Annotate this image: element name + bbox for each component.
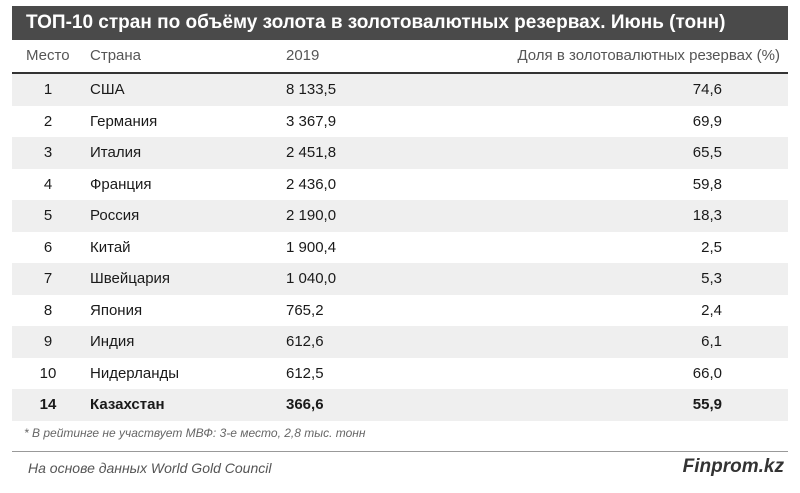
table-body: 1 США 8 133,5 74,6 2 Германия 3 367,9 69,9 3 Итал… xyxy=(12,74,788,421)
cell-country: Казахстан xyxy=(90,396,165,413)
cell-rank: 6 xyxy=(43,238,53,256)
table-header-row: Место Страна 2019 Доля в золотовалютных … xyxy=(12,40,788,74)
cell-share: 69,9 xyxy=(692,112,722,130)
cell-value: 2 451,8 xyxy=(286,144,337,161)
cell-share: 18,3 xyxy=(692,207,722,224)
table-row: 9 Индия 612,6 6,1 xyxy=(12,326,788,358)
cell-value: 612,5 xyxy=(286,364,324,382)
footer-divider xyxy=(12,451,788,452)
header-country: Страна xyxy=(90,47,142,64)
table-row: 4 Франция 2 436,0 59,8 xyxy=(12,169,788,201)
cell-share: 74,6 xyxy=(692,81,722,98)
table-row: 1 США 8 133,5 74,6 xyxy=(12,74,788,106)
cell-rank: 2 xyxy=(43,112,53,130)
cell-rank: 10 xyxy=(39,364,57,382)
cell-country: Япония xyxy=(90,301,143,319)
table-row: 6 Китай 1 900,4 2,5 xyxy=(12,232,788,264)
cell-value: 8 133,5 xyxy=(286,81,337,98)
cell-rank: 4 xyxy=(43,175,53,193)
cell-rank: 1 xyxy=(43,81,53,98)
table-title: ТОП-10 стран по объёму золота в золотова… xyxy=(12,6,788,40)
cell-value: 366,6 xyxy=(286,396,324,413)
cell-share: 65,5 xyxy=(692,144,722,161)
cell-share: 59,8 xyxy=(692,175,722,193)
cell-rank: 5 xyxy=(43,207,53,224)
cell-share: 6,1 xyxy=(701,333,722,350)
header-year: 2019 xyxy=(286,47,320,64)
cell-country: Индия xyxy=(90,333,135,350)
cell-rank: 7 xyxy=(43,270,53,287)
cell-country: Германия xyxy=(90,112,158,130)
table-row: 14 Казахстан 366,6 55,9 xyxy=(12,389,788,421)
cell-country: Китай xyxy=(90,238,131,256)
cell-value: 2 436,0 xyxy=(286,175,337,193)
cell-value: 2 190,0 xyxy=(286,207,337,224)
cell-share: 5,3 xyxy=(701,270,722,287)
cell-value: 765,2 xyxy=(286,301,324,319)
cell-rank: 9 xyxy=(43,333,53,350)
cell-rank: 14 xyxy=(39,396,57,413)
cell-country: Россия xyxy=(90,207,140,224)
table-row: 2 Германия 3 367,9 69,9 xyxy=(12,106,788,138)
cell-rank: 8 xyxy=(43,301,53,319)
table-row: 10 Нидерланды 612,5 66,0 xyxy=(12,358,788,390)
footnote: * В рейтинге не участвует МВФ: 3-е место… xyxy=(24,426,366,440)
source-note: На основе данных World Gold Council xyxy=(28,460,272,476)
brand-logo-text: Finprom.kz xyxy=(682,456,784,477)
cell-country: Италия xyxy=(90,144,142,161)
header-share: Доля в золотовалютных резервах (%) xyxy=(517,47,780,64)
cell-share: 55,9 xyxy=(692,396,722,413)
table-row: 7 Швейцария 1 040,0 5,3 xyxy=(12,263,788,295)
cell-country: Франция xyxy=(90,175,152,193)
gold-reserves-table: Место Страна 2019 Доля в золотовалютных … xyxy=(12,40,788,421)
header-rank: Место xyxy=(26,47,70,64)
table-row: 5 Россия 2 190,0 18,3 xyxy=(12,200,788,232)
table-row: 3 Италия 2 451,8 65,5 xyxy=(12,137,788,169)
cell-country: Нидерланды xyxy=(90,364,180,382)
table-row: 8 Япония 765,2 2,4 xyxy=(12,295,788,327)
cell-share: 2,4 xyxy=(701,301,722,319)
cell-rank: 3 xyxy=(43,144,53,161)
cell-share: 2,5 xyxy=(701,238,722,256)
cell-value: 1 040,0 xyxy=(286,270,337,287)
cell-value: 1 900,4 xyxy=(286,238,337,256)
cell-country: США xyxy=(90,81,125,98)
cell-value: 612,6 xyxy=(286,333,324,350)
cell-value: 3 367,9 xyxy=(286,112,337,130)
cell-share: 66,0 xyxy=(692,364,722,382)
cell-country: Швейцария xyxy=(90,270,171,287)
